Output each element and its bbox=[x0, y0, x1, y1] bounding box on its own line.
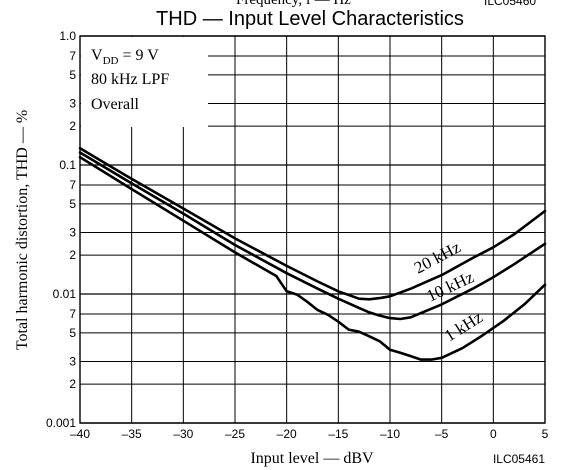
y-tick-label: 0.1 bbox=[59, 158, 76, 172]
series-line-1khz bbox=[78, 155, 547, 361]
series-label-1khz: 1 kHz bbox=[441, 307, 486, 345]
y-tick-label: 2 bbox=[69, 119, 76, 133]
series-lines bbox=[78, 146, 547, 361]
x-tick-label: –25 bbox=[225, 427, 245, 441]
conditions-box: VDD = 9 V 80 kHz LPF Overall bbox=[91, 47, 169, 113]
x-tick-label: 5 bbox=[542, 427, 549, 441]
y-tick-label: 3 bbox=[69, 96, 76, 110]
x-tick-label: –15 bbox=[328, 427, 348, 441]
y-tick-label: 1.0 bbox=[59, 29, 76, 43]
x-tick-label: –35 bbox=[122, 427, 142, 441]
chart-title: THD — Input Level Characteristics bbox=[156, 8, 464, 30]
y-tick-label: 2 bbox=[69, 377, 76, 391]
y-tick-label: 3 bbox=[69, 225, 76, 239]
plot-frame bbox=[79, 35, 546, 424]
y-tick-label: 3 bbox=[69, 354, 76, 368]
y-axis-label: Total harmonic distortion, THD — % bbox=[14, 110, 31, 350]
conditions-box-background bbox=[81, 37, 208, 127]
x-tick-label: –20 bbox=[277, 427, 297, 441]
y-tick-label: 5 bbox=[69, 68, 76, 82]
y-tick-label: 5 bbox=[69, 197, 76, 211]
x-tick-label: –10 bbox=[380, 427, 400, 441]
y-tick-label: 7 bbox=[69, 178, 76, 192]
y-tick-labels: 0.001 2 3 5 7 0.01 2 3 5 7 0.1 2 3 5 7 1.0 bbox=[46, 29, 76, 430]
y-tick-label: 7 bbox=[69, 49, 76, 63]
x-tick-label: 0 bbox=[490, 427, 497, 441]
x-tick-label: –30 bbox=[173, 427, 193, 441]
figure-id: ILC05461 bbox=[493, 452, 545, 466]
series-line-20khz bbox=[78, 146, 547, 301]
series-label-20khz: 20 kHz bbox=[411, 237, 464, 277]
condition-vdd: VDD = 9 V bbox=[91, 47, 159, 67]
series-line-10khz bbox=[78, 151, 547, 321]
y-tick-label: 0.001 bbox=[46, 416, 76, 430]
header-cut-text: Frequency, f — Hz bbox=[236, 0, 351, 8]
x-tick-label: –5 bbox=[435, 427, 449, 441]
condition-lpf: 80 kHz LPF bbox=[91, 71, 169, 88]
x-tick-labels: –40 –35 –30 –25 –20 –15 –10 –5 0 5 bbox=[70, 427, 549, 441]
condition-overall: Overall bbox=[91, 96, 140, 113]
x-axis-label: Input level — dBV bbox=[250, 450, 374, 467]
y-tick-label: 2 bbox=[69, 248, 76, 262]
header-cut-figure-id: ILC05460 bbox=[484, 0, 536, 8]
y-tick-label: 5 bbox=[69, 326, 76, 340]
y-tick-label: 0.01 bbox=[53, 287, 77, 301]
y-tick-label: 7 bbox=[69, 307, 76, 321]
x-tick-label: –40 bbox=[70, 427, 90, 441]
